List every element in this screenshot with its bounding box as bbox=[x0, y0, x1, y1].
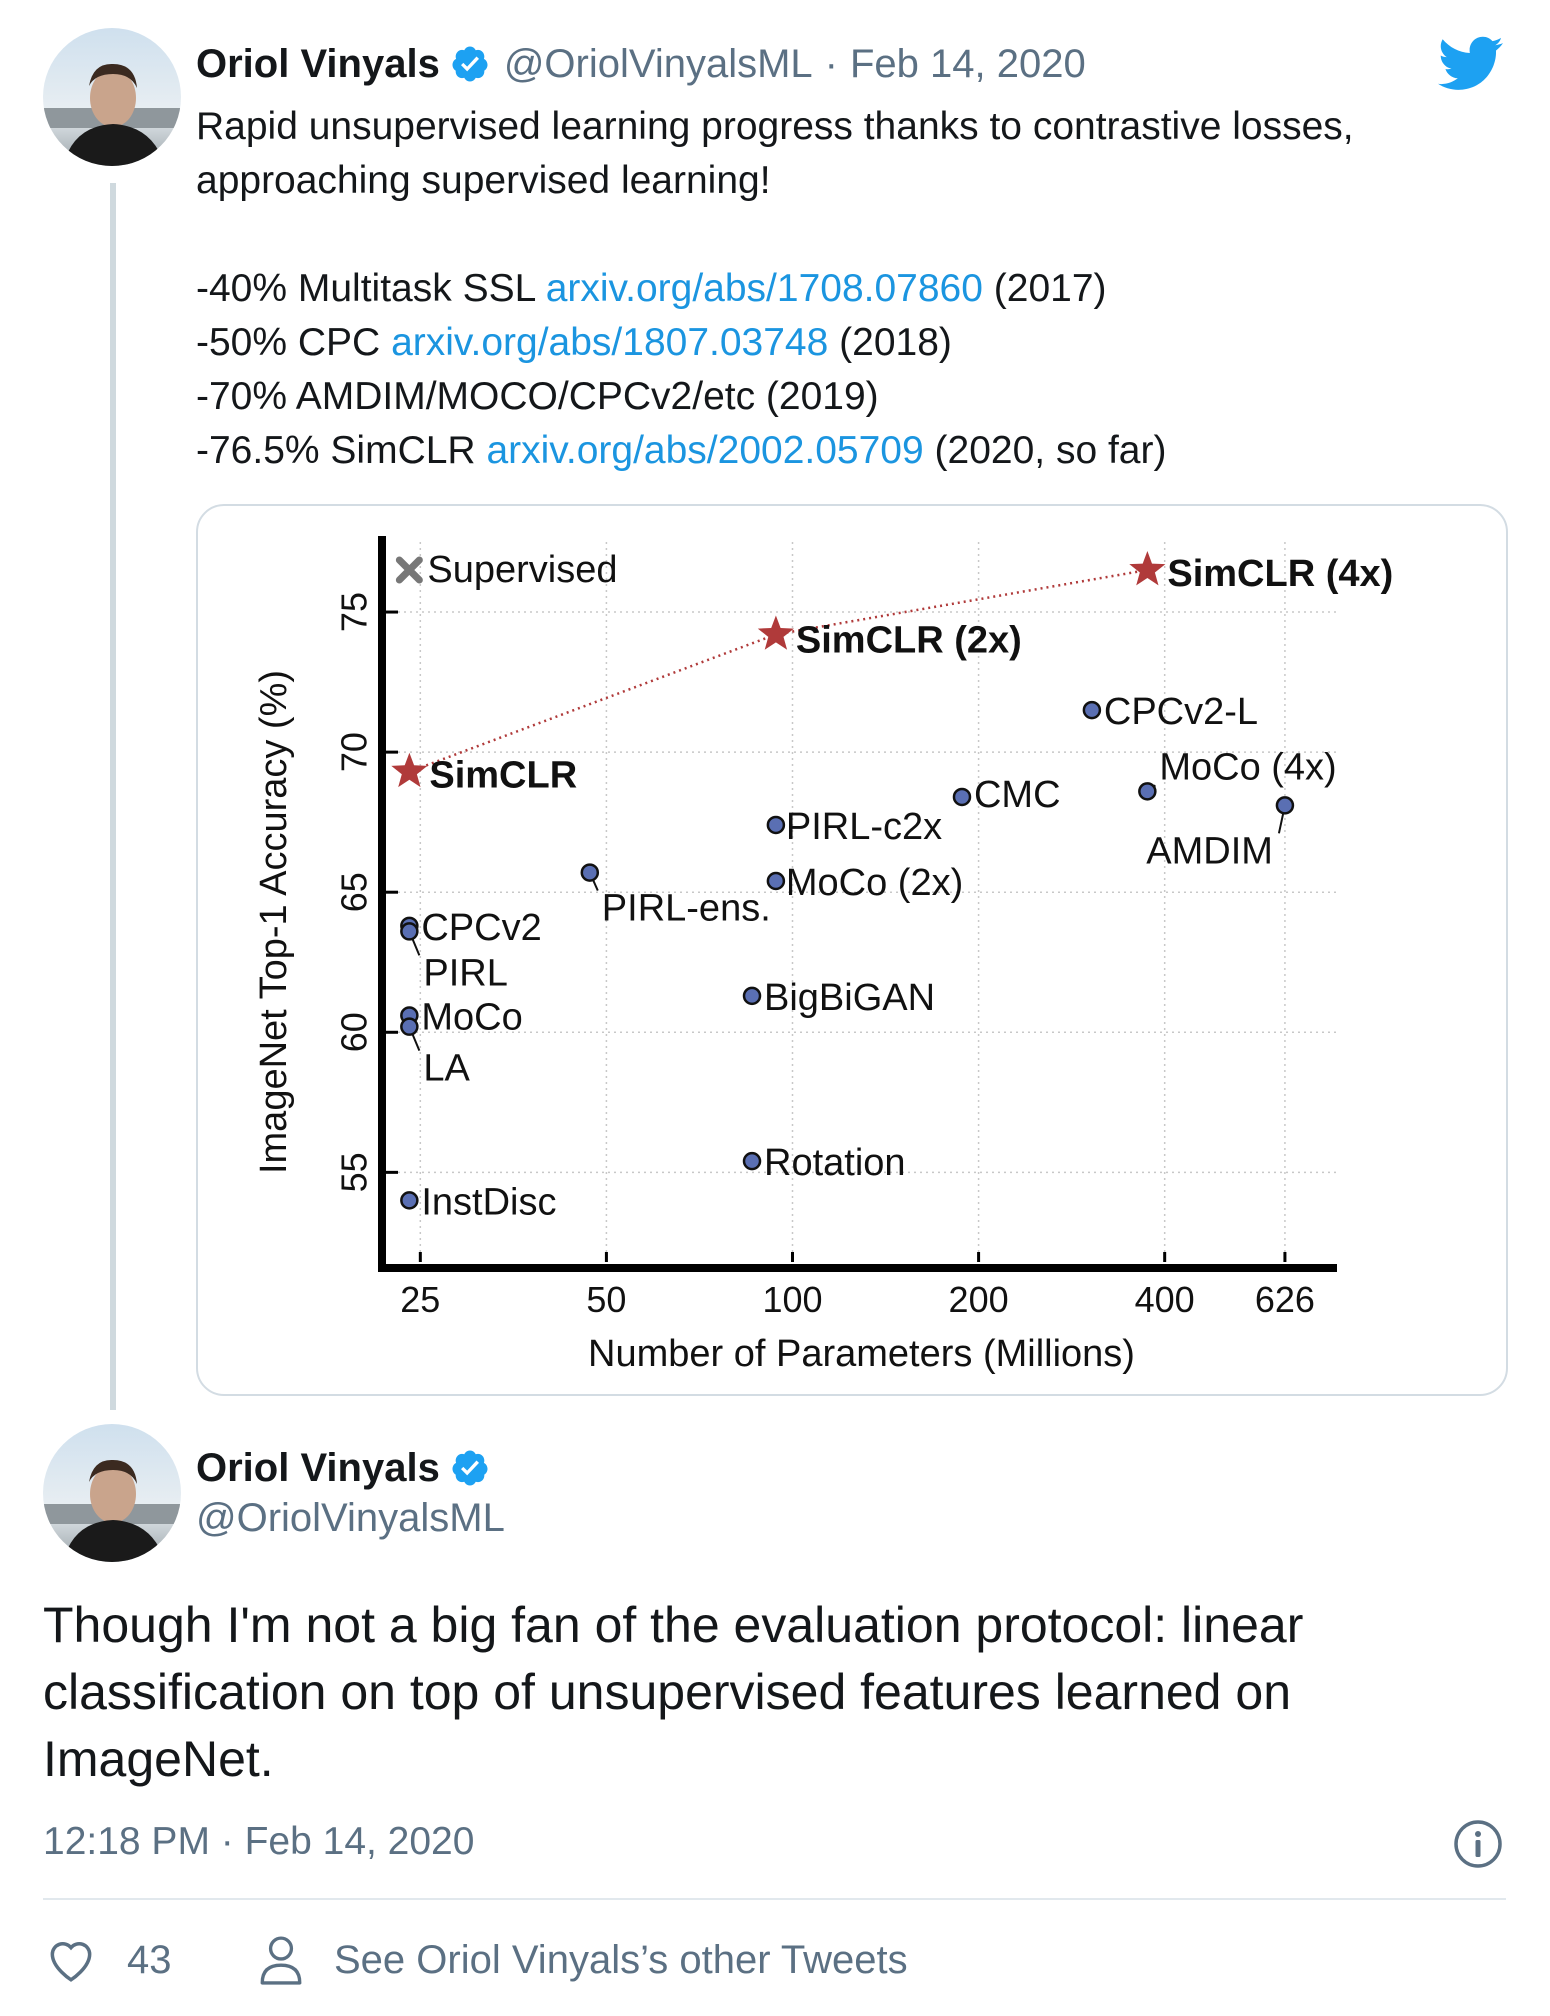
progress-item: -70% AMDIM/MOCO/CPCv2/etc (2019) bbox=[196, 375, 879, 418]
point-marker bbox=[1138, 782, 1157, 801]
tweet-date-link[interactable]: Feb 14, 2020 bbox=[850, 41, 1086, 86]
point-label: PIRL bbox=[423, 952, 507, 994]
point-label: AMDIM bbox=[1146, 830, 1273, 872]
see-other-tweets-link[interactable]: See Oriol Vinyals’s other Tweets bbox=[256, 1932, 908, 1988]
point-label: LA bbox=[423, 1048, 470, 1090]
person-icon bbox=[256, 1932, 306, 1988]
point-label: MoCo (2x) bbox=[786, 862, 963, 904]
avatar-photo bbox=[43, 1424, 181, 1562]
point-label: PIRL-ens. bbox=[602, 888, 771, 930]
x-tick-label: 100 bbox=[762, 1279, 822, 1320]
simclr-trend-line bbox=[408, 568, 1148, 773]
heart-icon bbox=[43, 1932, 99, 1988]
y-tick-label: 75 bbox=[334, 592, 375, 632]
verified-badge-icon bbox=[450, 1448, 490, 1488]
author-name[interactable]: Oriol Vinyals bbox=[196, 1445, 440, 1490]
tweet2-author: Oriol Vinyals bbox=[196, 1442, 490, 1494]
like-count: 43 bbox=[127, 1937, 172, 1982]
point-label: MoCo (4x) bbox=[1159, 746, 1336, 788]
star-marker bbox=[391, 752, 428, 788]
chart-svg: 55 60 65 70 75 25 50 100 200 400 626 Number of Para… bbox=[253, 536, 1393, 1375]
star-marker bbox=[757, 615, 794, 650]
y-tick-label: 60 bbox=[334, 1012, 375, 1052]
point-marker bbox=[952, 787, 972, 807]
twitter-bird-icon[interactable] bbox=[1438, 36, 1504, 92]
tweet1-text: Rapid unsupervised learning progress tha… bbox=[196, 100, 1354, 478]
see-other-tweets-label: See Oriol Vinyals’s other Tweets bbox=[334, 1937, 908, 1982]
tweet1-header: Oriol Vinyals @OriolVinyalsML · Feb 14, … bbox=[196, 38, 1086, 90]
tweet-text-line: approaching supervised learning! bbox=[196, 159, 771, 202]
x-axis-label: Number of Parameters (Millions) bbox=[588, 1333, 1135, 1375]
point-label: PIRL-c2x bbox=[786, 806, 942, 848]
avatar-photo bbox=[43, 28, 181, 166]
star-marker bbox=[1129, 551, 1166, 586]
legend-label: Supervised bbox=[427, 549, 617, 591]
point-marker bbox=[400, 922, 419, 941]
point-marker bbox=[1082, 700, 1102, 720]
avatar[interactable] bbox=[43, 28, 181, 166]
point-marker bbox=[742, 986, 762, 1006]
author-handle[interactable]: @OriolVinyalsML bbox=[196, 1496, 505, 1540]
separator: · bbox=[824, 41, 838, 86]
author-name[interactable]: Oriol Vinyals bbox=[196, 41, 440, 86]
x-tick-label: 626 bbox=[1255, 1279, 1315, 1320]
progress-item: -40% Multitask SSL arxiv.org/abs/1708.07… bbox=[196, 267, 1107, 310]
thread-line bbox=[110, 183, 116, 1410]
tweet-text-line: Rapid unsupervised learning progress tha… bbox=[196, 105, 1354, 148]
point-marker bbox=[580, 863, 600, 882]
y-axis-label: ImageNet Top-1 Accuracy (%) bbox=[253, 670, 295, 1174]
point-marker bbox=[1275, 796, 1295, 815]
arxiv-link[interactable]: arxiv.org/abs/1708.07860 bbox=[545, 267, 983, 310]
y-tick-label: 65 bbox=[334, 872, 375, 912]
y-tick-label: 70 bbox=[334, 732, 375, 772]
tweet2-text: Though I'm not a big fan of the evaluati… bbox=[43, 1597, 1304, 1787]
point-label: InstDisc bbox=[421, 1181, 556, 1223]
point-label: SimCLR bbox=[429, 755, 577, 797]
chart-card[interactable]: 55 60 65 70 75 25 50 100 200 400 626 Number of Para… bbox=[196, 504, 1508, 1396]
point-label: CMC bbox=[974, 774, 1061, 816]
point-marker bbox=[766, 815, 786, 835]
point-marker bbox=[766, 871, 786, 891]
point-label: SimCLR (4x) bbox=[1167, 553, 1393, 595]
point-label: CPCv2-L bbox=[1104, 691, 1258, 733]
x-tick-label: 200 bbox=[949, 1279, 1009, 1320]
x-marker bbox=[395, 556, 423, 584]
author-handle[interactable]: @OriolVinyalsML bbox=[503, 41, 813, 86]
point-label: Rotation bbox=[764, 1142, 906, 1184]
info-icon[interactable] bbox=[1452, 1818, 1504, 1870]
like-button[interactable]: 43 bbox=[43, 1932, 172, 1988]
arxiv-link[interactable]: arxiv.org/abs/1807.03748 bbox=[391, 321, 829, 364]
x-tick-label: 400 bbox=[1135, 1279, 1195, 1320]
divider bbox=[43, 1898, 1506, 1900]
point-label: SimCLR (2x) bbox=[796, 619, 1022, 661]
point-marker bbox=[742, 1151, 762, 1171]
progress-item: -50% CPC arxiv.org/abs/1807.03748 (2018) bbox=[196, 321, 952, 364]
y-tick-label: 55 bbox=[334, 1152, 375, 1192]
verified-badge-icon bbox=[450, 44, 490, 84]
x-tick-label: 25 bbox=[400, 1279, 440, 1320]
point-label: BigBiGAN bbox=[764, 977, 935, 1019]
tweet-timestamp[interactable]: 12:18 PM · Feb 14, 2020 bbox=[43, 1820, 475, 1863]
point-marker bbox=[400, 1191, 419, 1210]
point-label: MoCo bbox=[421, 996, 522, 1038]
avatar[interactable] bbox=[43, 1424, 181, 1562]
point-marker bbox=[400, 1017, 419, 1036]
point-label: CPCv2 bbox=[421, 907, 541, 949]
arxiv-link[interactable]: arxiv.org/abs/2002.05709 bbox=[486, 429, 924, 472]
progress-item: -76.5% SimCLR arxiv.org/abs/2002.05709 (… bbox=[196, 429, 1167, 472]
x-tick-label: 50 bbox=[586, 1279, 626, 1320]
